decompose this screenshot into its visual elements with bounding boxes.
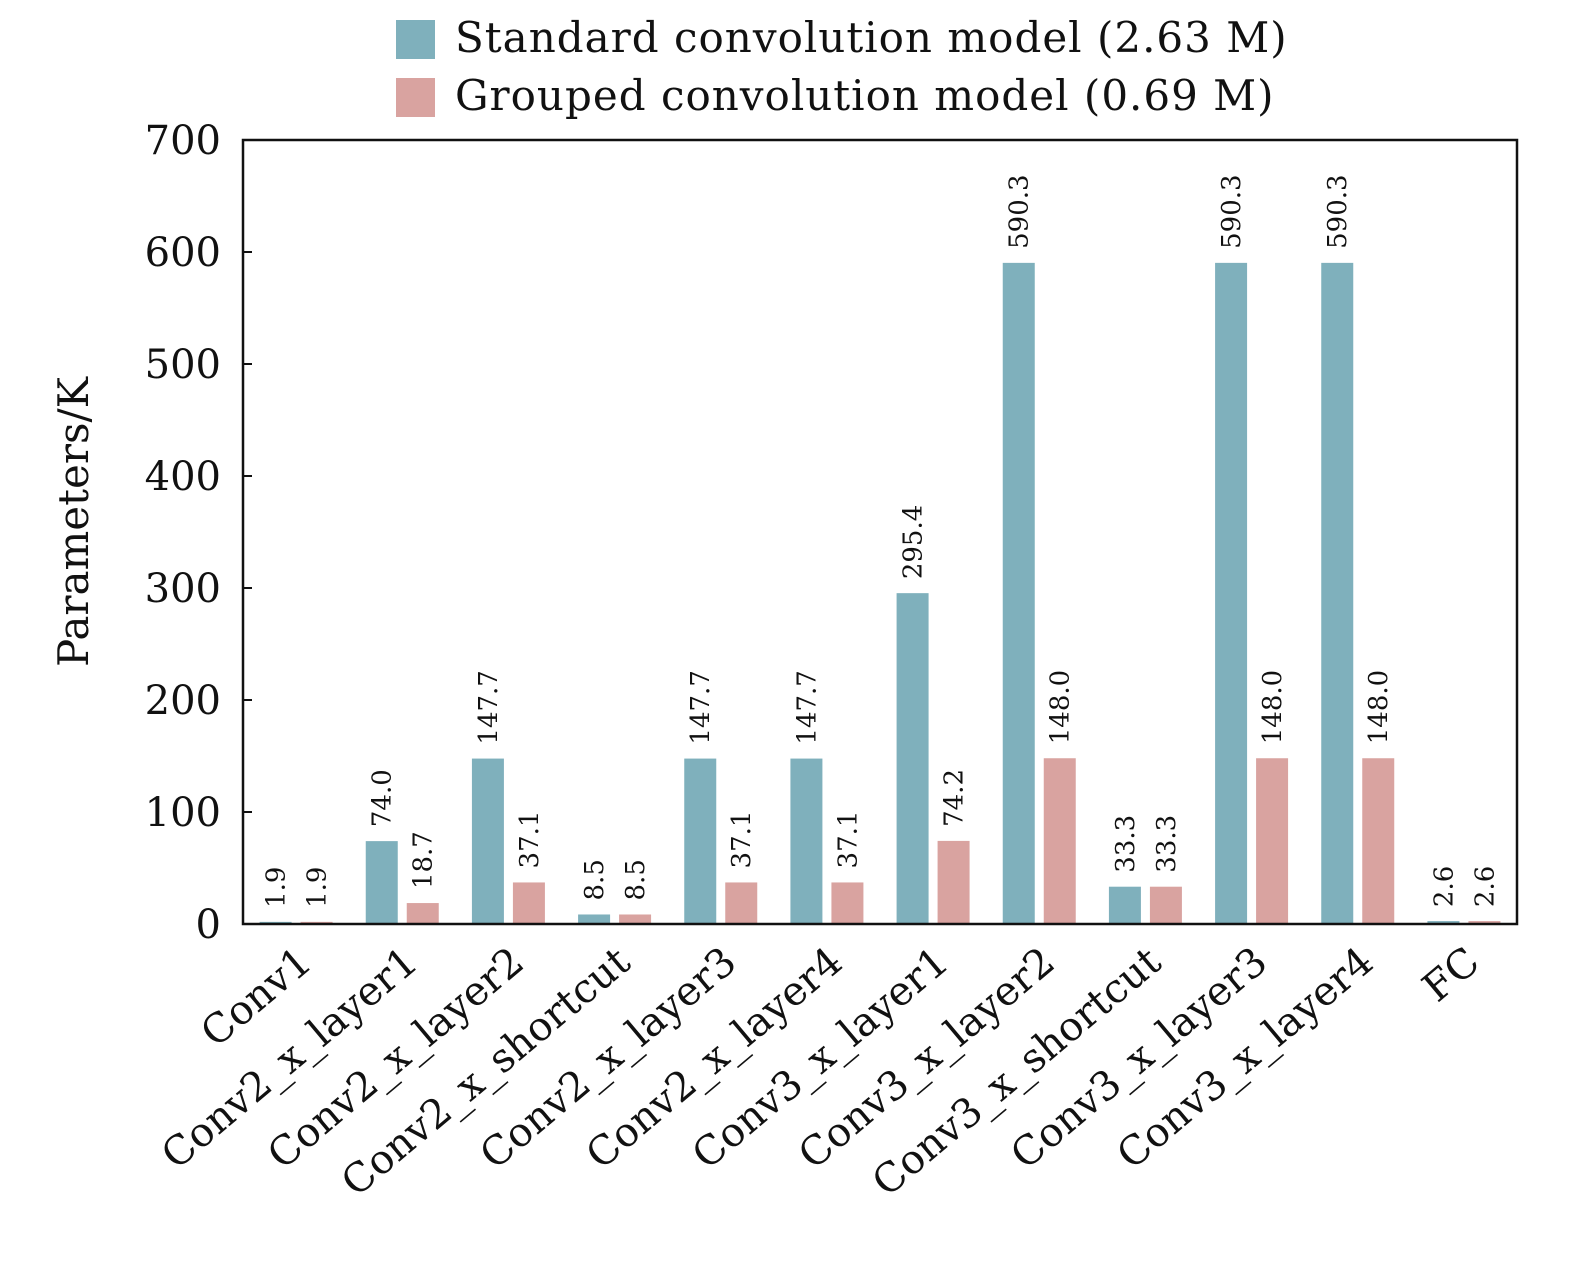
bar-standard-Conv2_x_layer1 [365, 841, 398, 924]
data-label: 590.3 [1323, 174, 1353, 248]
bar-standard-Conv2_x_layer3 [684, 758, 717, 924]
bar-standard-Conv2_x_layer2 [471, 758, 504, 924]
plot-frame [241, 138, 1519, 926]
data-label: 74.0 [368, 769, 398, 827]
bar-standard-FC [1427, 921, 1460, 924]
data-label: 147.7 [474, 670, 504, 744]
y-axis-ticks: 0 100 200 300 400 500 600 700 [145, 118, 252, 948]
bar-grouped-Conv2_x_layer2 [512, 882, 545, 924]
bar-grouped-Conv2_x_shortcut [619, 914, 652, 924]
bar-standard-Conv3_x_layer1 [896, 593, 929, 924]
y-tick-label: 300 [145, 566, 221, 612]
bars [259, 262, 1501, 924]
data-label: 33.3 [1152, 815, 1182, 873]
data-label: 37.1 [727, 811, 757, 869]
y-tick-label: 500 [145, 342, 221, 388]
x-tick-label: FC [1414, 938, 1488, 1011]
bar-standard-Conv2_x_layer4 [790, 758, 823, 924]
legend-entry: Standard convolution model (2.63 M) [455, 13, 1288, 62]
data-label: 147.7 [686, 670, 716, 744]
data-label: 37.1 [515, 811, 545, 869]
data-label: 590.3 [1005, 174, 1035, 248]
data-labels: 1.9 74.0 147.7 8.5 147.7 147.7 295.4 590.3 33.3 5… [262, 174, 1501, 907]
y-axis-label: Parameters/K [49, 375, 98, 667]
data-label: 33.3 [1111, 815, 1141, 873]
x-axis-ticks: Conv1Conv2_x_layer1Conv2_x_layer2Conv2_x… [153, 938, 1488, 1205]
data-label: 8.5 [621, 859, 651, 900]
data-label: 1.9 [303, 867, 333, 908]
y-tick-label: 700 [145, 118, 221, 164]
legend: Standard convolution model (2.63 M) Group… [396, 13, 1288, 120]
bar-grouped-Conv3_x_shortcut [1149, 886, 1182, 924]
data-label: 148.0 [1046, 670, 1076, 744]
data-label: 148.0 [1364, 670, 1394, 744]
bar-grouped-Conv3_x_layer3 [1256, 758, 1289, 924]
legend-swatch [396, 20, 435, 59]
y-tick-label: 100 [145, 790, 221, 836]
data-label: 590.3 [1217, 174, 1247, 248]
data-label: 74.2 [940, 769, 970, 827]
bar-grouped-Conv3_x_layer2 [1043, 758, 1076, 924]
legend-entry: Grouped convolution model (0.69 M) [455, 71, 1275, 120]
data-label: 1.9 [262, 867, 292, 908]
data-label: 295.4 [899, 505, 929, 579]
data-label: 2.6 [1429, 866, 1459, 907]
bar-standard-Conv2_x_shortcut [578, 914, 611, 924]
legend-swatch [396, 78, 435, 117]
bar-standard-Conv3_x_layer2 [1002, 262, 1035, 924]
bar-grouped-Conv2_x_layer3 [725, 882, 758, 924]
bar-standard-Conv3_x_shortcut [1108, 886, 1141, 924]
data-label: 147.7 [792, 670, 822, 744]
bar-grouped-FC [1468, 921, 1501, 924]
data-label: 37.1 [833, 811, 863, 869]
data-label: 2.6 [1470, 866, 1500, 907]
y-tick-label: 0 [196, 902, 221, 948]
bar-grouped-Conv3_x_layer4 [1362, 758, 1395, 924]
bar-grouped-Conv3_x_layer1 [937, 840, 970, 924]
data-label: 8.5 [580, 859, 610, 900]
y-tick-label: 400 [145, 454, 221, 500]
y-tick-label: 600 [145, 230, 221, 276]
bar-standard-Conv3_x_layer3 [1215, 262, 1248, 924]
bar-standard-Conv3_x_layer4 [1321, 262, 1354, 924]
data-label: 148.0 [1258, 670, 1288, 744]
data-label: 18.7 [409, 831, 439, 889]
bar-grouped-Conv2_x_layer1 [406, 903, 439, 924]
y-tick-label: 200 [145, 678, 221, 724]
bar-grouped-Conv2_x_layer4 [831, 882, 864, 924]
